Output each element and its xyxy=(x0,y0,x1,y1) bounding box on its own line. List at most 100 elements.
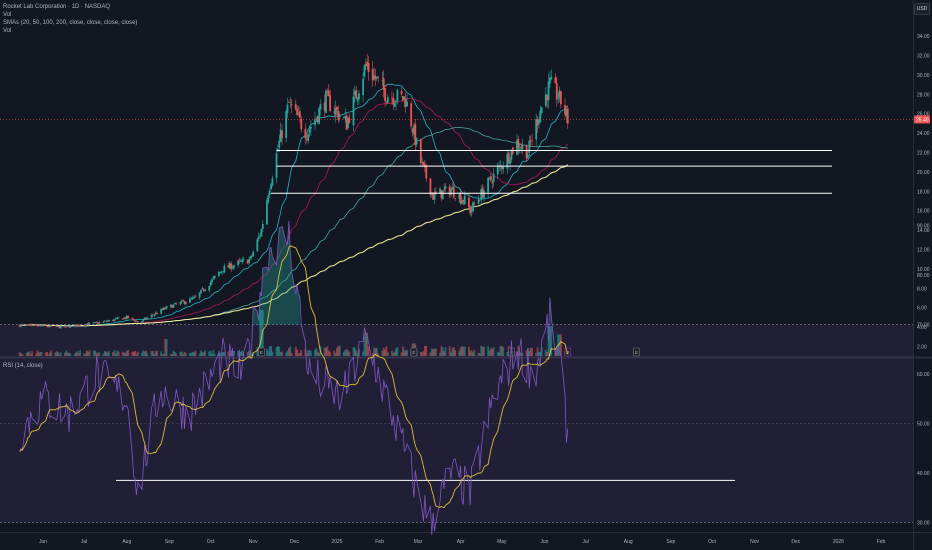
candle-body xyxy=(385,101,388,103)
time-axis-tick-label: Aug xyxy=(624,539,633,545)
rsi-legend[interactable]: RSI (14, close) xyxy=(3,363,43,369)
candle-body xyxy=(173,303,176,305)
volume-bar xyxy=(434,348,437,356)
candle-body xyxy=(433,192,436,200)
candle-body xyxy=(289,101,292,103)
volume-bar xyxy=(441,347,444,356)
volume-bar xyxy=(371,353,374,356)
volume-bar xyxy=(117,351,120,356)
price-axis-tick-label: 24.00 xyxy=(917,131,930,137)
volume-bar xyxy=(39,351,42,356)
candle-body xyxy=(529,140,532,142)
volume-bar xyxy=(54,352,57,356)
candle-body xyxy=(319,104,322,110)
volume-bar xyxy=(200,350,202,356)
volume-bar xyxy=(375,347,378,356)
candle-body xyxy=(238,260,241,261)
volume-bar xyxy=(88,350,91,356)
volume-bar xyxy=(481,346,484,356)
volume-bar xyxy=(161,354,164,356)
candle-body xyxy=(502,166,505,170)
candle-body xyxy=(356,97,359,101)
volume-bar xyxy=(500,345,503,356)
volume-bar xyxy=(204,350,207,356)
volume-bar xyxy=(440,346,443,356)
volume-bar xyxy=(560,334,562,356)
candle-body xyxy=(454,198,457,199)
candle-body xyxy=(382,78,385,90)
event-marker xyxy=(633,347,640,357)
volume-bar xyxy=(66,352,69,356)
volume-bar xyxy=(315,347,318,356)
candle-body xyxy=(353,91,356,96)
candle-body xyxy=(153,314,156,316)
time-axis-tick-label: Oct xyxy=(708,539,716,545)
volume-bar xyxy=(297,352,300,356)
candle-body xyxy=(64,325,66,327)
volume-bar xyxy=(364,332,367,356)
volume-bar xyxy=(550,326,553,356)
candle-body xyxy=(84,324,87,327)
candle-body xyxy=(59,325,62,329)
candle-body xyxy=(28,324,31,326)
candle-body xyxy=(150,314,153,318)
volume-bar xyxy=(547,326,550,356)
candle-body xyxy=(266,200,268,225)
candle-body xyxy=(506,153,509,169)
volume-bar xyxy=(116,350,119,356)
legend-symbol[interactable]: Rocket Lab Corporation · 1D · NASDAQ xyxy=(3,4,111,10)
event-marker-label: E xyxy=(635,350,638,355)
volume-bar xyxy=(180,351,183,356)
volume-bar xyxy=(459,347,462,356)
candle-body xyxy=(279,129,282,142)
price-axis-tick-label: 18.00 xyxy=(917,189,930,195)
candle-body xyxy=(462,199,465,203)
candle-body xyxy=(536,119,539,126)
candle-body xyxy=(58,326,61,329)
candle-body xyxy=(20,324,22,327)
volume-bar xyxy=(28,351,31,356)
candle-body xyxy=(121,318,124,320)
candle-body xyxy=(48,325,51,327)
candle-body xyxy=(241,259,244,262)
volume-bar xyxy=(403,349,406,356)
currency-button[interactable]: USD xyxy=(914,3,930,15)
candle-body xyxy=(36,325,39,327)
volume-bar xyxy=(146,353,149,356)
volume-bar xyxy=(355,350,358,356)
candle-body xyxy=(29,324,32,325)
candle-body xyxy=(395,100,397,103)
volume-bar xyxy=(329,351,332,356)
last-price-tag[interactable] xyxy=(914,115,930,124)
levels-layer[interactable] xyxy=(116,150,832,481)
time-axis-tick-label: Sep xyxy=(666,539,675,545)
candle-body xyxy=(105,321,108,322)
volume-bar xyxy=(304,348,307,356)
candle-body xyxy=(403,96,406,100)
candle-body xyxy=(175,303,178,305)
candle-body xyxy=(204,289,207,292)
candle-body xyxy=(191,297,194,300)
candle-body xyxy=(261,224,264,230)
legend-smas[interactable]: SMAs (20, 50, 100, 200, close, close, cl… xyxy=(3,20,138,26)
candle-body xyxy=(337,110,340,120)
rsi-ma-line xyxy=(19,245,569,509)
volume-bar xyxy=(424,345,426,356)
volume-bar xyxy=(487,346,490,356)
candle-body xyxy=(124,317,127,319)
candle-body xyxy=(411,128,414,133)
candle-body xyxy=(87,323,90,326)
candle-body xyxy=(54,325,57,327)
candle-body xyxy=(94,322,97,323)
legend-volume-2[interactable]: Vol xyxy=(3,28,12,34)
volume-bar xyxy=(134,350,136,356)
candle-body xyxy=(338,115,341,118)
candle-body xyxy=(472,202,474,212)
candle-body xyxy=(231,267,234,269)
volume-bar xyxy=(520,353,522,356)
candle-body xyxy=(500,165,503,169)
candle-body xyxy=(439,188,441,194)
legend-volume[interactable]: Vol xyxy=(3,12,12,18)
